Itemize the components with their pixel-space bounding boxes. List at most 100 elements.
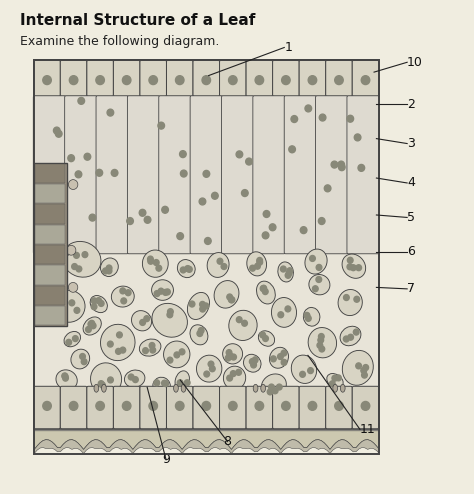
Ellipse shape — [340, 326, 361, 346]
Circle shape — [175, 402, 184, 411]
Ellipse shape — [308, 328, 337, 358]
Circle shape — [356, 363, 362, 369]
Circle shape — [318, 337, 324, 343]
Circle shape — [316, 264, 322, 270]
Ellipse shape — [56, 370, 77, 390]
Circle shape — [251, 362, 256, 368]
Circle shape — [184, 380, 190, 386]
Ellipse shape — [223, 366, 246, 390]
Circle shape — [308, 368, 313, 373]
Circle shape — [168, 309, 173, 315]
Circle shape — [200, 306, 205, 312]
Circle shape — [147, 256, 153, 262]
Circle shape — [354, 296, 360, 302]
Circle shape — [133, 376, 138, 382]
Circle shape — [310, 255, 315, 261]
Circle shape — [179, 349, 185, 355]
Circle shape — [200, 301, 205, 307]
Circle shape — [319, 346, 325, 352]
Ellipse shape — [152, 303, 187, 337]
FancyBboxPatch shape — [60, 386, 87, 429]
Ellipse shape — [90, 295, 108, 313]
Circle shape — [335, 76, 343, 84]
Circle shape — [343, 336, 349, 342]
Ellipse shape — [303, 307, 320, 326]
Circle shape — [154, 380, 160, 386]
Ellipse shape — [94, 384, 99, 392]
Bar — [35, 225, 65, 244]
Circle shape — [304, 312, 310, 318]
Circle shape — [62, 373, 68, 379]
Ellipse shape — [214, 281, 239, 308]
Circle shape — [143, 348, 148, 354]
Bar — [35, 245, 65, 264]
Circle shape — [204, 371, 210, 377]
Bar — [35, 205, 65, 224]
Circle shape — [68, 155, 74, 162]
Text: Examine the following diagram.: Examine the following diagram. — [19, 35, 219, 48]
Circle shape — [203, 303, 209, 309]
Text: 11: 11 — [360, 423, 375, 436]
FancyBboxPatch shape — [34, 386, 60, 429]
Circle shape — [231, 354, 237, 360]
Circle shape — [272, 388, 278, 394]
Ellipse shape — [256, 281, 275, 304]
Circle shape — [312, 286, 318, 291]
Circle shape — [117, 332, 122, 338]
Text: 4: 4 — [407, 176, 415, 190]
Circle shape — [347, 115, 354, 122]
Circle shape — [356, 265, 362, 271]
Ellipse shape — [139, 339, 161, 356]
FancyBboxPatch shape — [140, 60, 166, 96]
Ellipse shape — [253, 384, 258, 392]
Circle shape — [103, 268, 109, 274]
Circle shape — [175, 76, 184, 84]
FancyBboxPatch shape — [299, 386, 326, 429]
Ellipse shape — [175, 371, 190, 391]
Circle shape — [88, 321, 94, 327]
Ellipse shape — [340, 384, 345, 392]
Text: 8: 8 — [224, 435, 231, 448]
Ellipse shape — [247, 252, 266, 276]
Ellipse shape — [142, 250, 168, 277]
Circle shape — [187, 266, 192, 272]
Circle shape — [139, 209, 146, 216]
Circle shape — [96, 298, 101, 304]
Circle shape — [300, 371, 305, 377]
Circle shape — [281, 350, 287, 356]
Circle shape — [149, 342, 155, 348]
FancyBboxPatch shape — [166, 60, 193, 96]
Circle shape — [156, 265, 162, 271]
Circle shape — [55, 130, 62, 137]
Circle shape — [257, 259, 263, 265]
Ellipse shape — [62, 242, 101, 277]
Circle shape — [72, 264, 77, 270]
Circle shape — [347, 257, 353, 263]
Bar — [35, 265, 65, 285]
Circle shape — [108, 377, 113, 383]
FancyBboxPatch shape — [347, 96, 379, 254]
FancyBboxPatch shape — [34, 60, 60, 96]
Circle shape — [180, 267, 186, 273]
Circle shape — [210, 366, 215, 371]
Circle shape — [228, 297, 234, 303]
Circle shape — [205, 238, 211, 245]
FancyBboxPatch shape — [352, 386, 379, 429]
Ellipse shape — [244, 354, 261, 372]
Circle shape — [140, 320, 146, 326]
Circle shape — [271, 356, 276, 362]
Circle shape — [347, 264, 353, 270]
Circle shape — [167, 357, 173, 363]
Ellipse shape — [207, 252, 229, 278]
Circle shape — [228, 402, 237, 411]
Ellipse shape — [272, 297, 297, 328]
Circle shape — [237, 317, 242, 323]
Ellipse shape — [305, 249, 327, 274]
Circle shape — [198, 328, 204, 333]
Ellipse shape — [100, 324, 135, 361]
Circle shape — [332, 375, 337, 381]
FancyBboxPatch shape — [96, 96, 128, 254]
Circle shape — [96, 402, 104, 411]
Circle shape — [269, 384, 274, 390]
Circle shape — [319, 217, 325, 224]
